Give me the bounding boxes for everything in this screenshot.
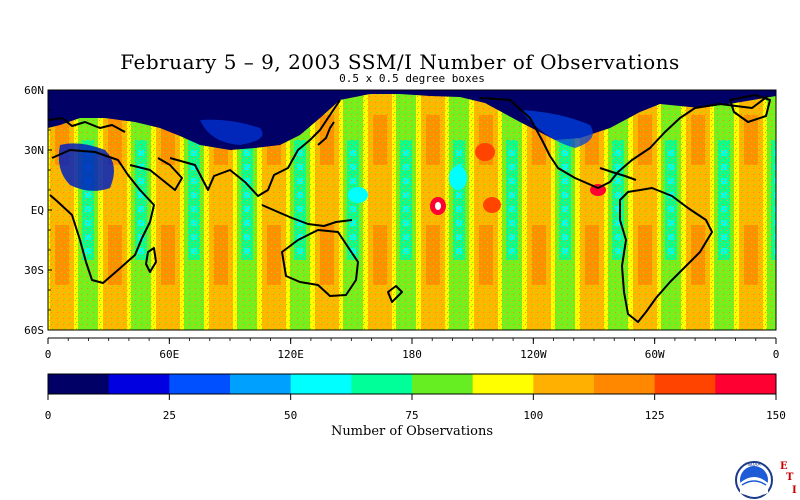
colorbar-tick-label: 50	[284, 409, 297, 422]
colorbar-ticks: 0 25 50 75 100 125 150	[45, 394, 786, 422]
lat-tick-label: 60S	[24, 324, 44, 337]
lon-tick-label: 180	[402, 348, 422, 361]
colorbar-swatch	[230, 374, 292, 394]
logo-letter-t: T	[786, 472, 794, 483]
lon-tick-label: 60E	[159, 348, 179, 361]
colorbar-tick-label: 0	[45, 409, 52, 422]
longitude-axis: 0 60E 120E 180 120W 60W 0	[45, 337, 780, 361]
colorbar-tick-label: 125	[645, 409, 665, 422]
map-subtitle: 0.5 x 0.5 degree boxes	[339, 72, 485, 85]
arabia-coastline	[129, 157, 183, 191]
colorbar-swatch	[290, 374, 352, 394]
colorbar-tick-label: 100	[523, 409, 543, 422]
noaa-icon: NOAA	[735, 461, 773, 499]
north-america-coastline	[479, 95, 769, 189]
colorbar-swatch	[654, 374, 716, 394]
madagascar-coastline	[145, 247, 157, 273]
australia-coastline	[281, 229, 359, 297]
asia-coastline	[169, 99, 341, 197]
caribbean-coastline	[599, 167, 637, 181]
noaa-eti-logo: NOAA E T I	[735, 461, 797, 499]
new-zealand-coastline	[387, 285, 403, 303]
south-america-coastline	[619, 187, 713, 323]
colorbar-swatch	[533, 374, 595, 394]
lon-tick-label: 0	[773, 348, 780, 361]
japan-coastline	[317, 121, 335, 146]
lat-tick-label: 30N	[24, 144, 44, 157]
colorbar-swatch	[412, 374, 474, 394]
logo-letter-e: E	[780, 461, 788, 472]
europe-coastline	[48, 117, 126, 133]
colorbar-swatch	[351, 374, 413, 394]
data-field	[48, 90, 776, 330]
colorbar-tick-label: 75	[405, 409, 418, 422]
latitude-axis: 60N 30N EQ 30S 60S	[24, 84, 52, 337]
colorbar-swatch	[48, 374, 110, 394]
colorbar-label: Number of Observations	[330, 424, 494, 439]
lat-tick-label: 60N	[24, 84, 44, 97]
colorbar-swatch	[169, 374, 231, 394]
lat-tick-label: 30S	[24, 264, 44, 277]
indonesia-coastline	[261, 204, 353, 227]
lon-tick-label: 120E	[277, 348, 304, 361]
colorbar-swatch	[715, 374, 777, 394]
greenland-coastline	[729, 94, 771, 123]
colorbar-swatch	[108, 374, 170, 394]
coastlines	[48, 94, 771, 323]
lon-tick-label: 0	[45, 348, 52, 361]
africa-coastline	[49, 149, 155, 284]
colorbar-swatch	[472, 374, 534, 394]
lon-tick-label: 120W	[520, 348, 547, 361]
colorbar-tick-label: 25	[163, 409, 176, 422]
polar-no-data-region	[48, 90, 776, 191]
colorbar-tick-label: 150	[766, 409, 786, 422]
colorbar-swatch	[594, 374, 656, 394]
lat-tick-label: EQ	[31, 204, 44, 217]
logo-letter-i: I	[792, 485, 797, 496]
map-title: February 5 – 9, 2003 SSM/I Number of Obs…	[120, 50, 680, 74]
lon-tick-label: 60W	[645, 348, 665, 361]
svg-text:NOAA: NOAA	[747, 462, 761, 468]
